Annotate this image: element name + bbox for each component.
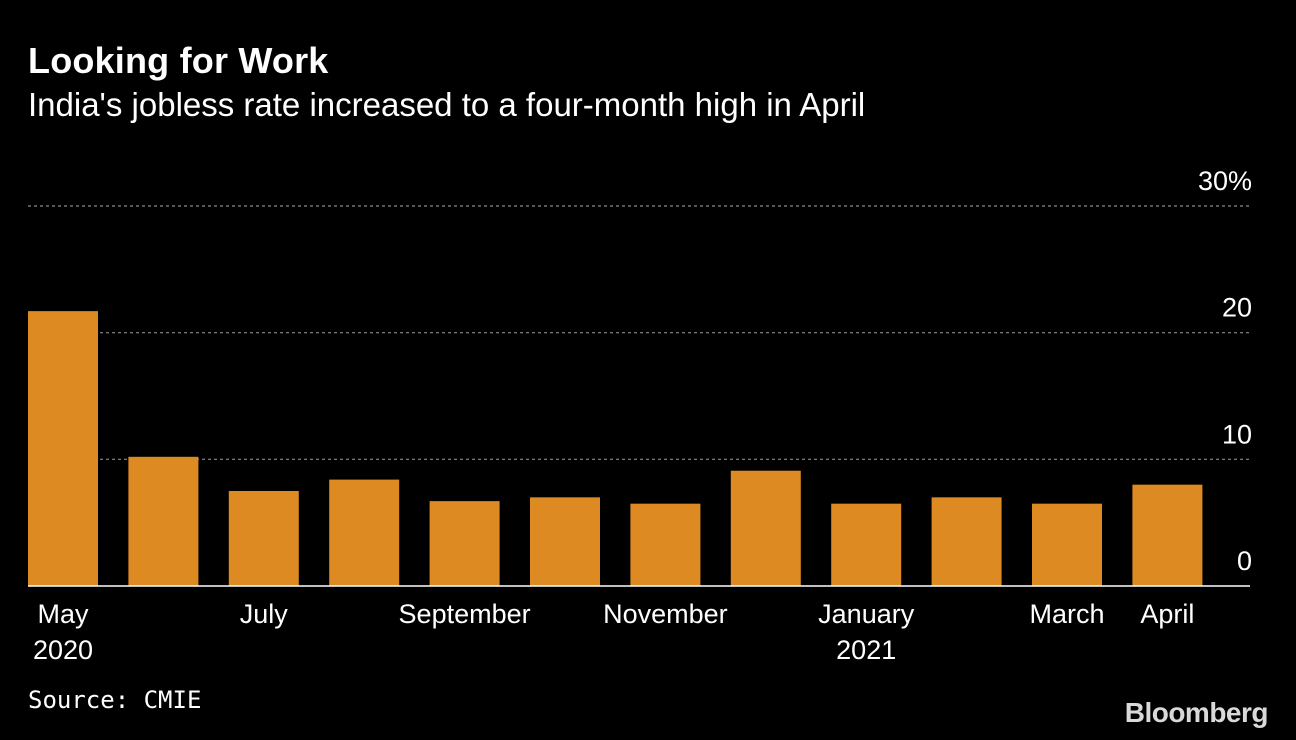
gridlines (28, 205, 1250, 460)
bar (831, 503, 902, 586)
x-tick-label: January (818, 599, 915, 629)
x-tick-label: November (603, 599, 728, 629)
bars (28, 311, 1203, 586)
bar (1132, 484, 1203, 586)
x-tick-label: September (399, 599, 531, 629)
bar (630, 503, 701, 586)
source-note: Source: CMIE (28, 686, 202, 714)
bar (931, 497, 1002, 586)
bloomberg-logo: Bloomberg (1124, 697, 1269, 728)
chart-subtitle: India's jobless rate increased to a four… (28, 86, 866, 123)
bar (228, 491, 299, 586)
x-tick-label: May (37, 599, 89, 629)
y-axis-ticks: 0 10 20 30% (1198, 166, 1252, 576)
chart-title: Looking for Work (28, 40, 329, 81)
bar (429, 501, 500, 586)
x-tick-label: March (1029, 599, 1104, 629)
bar (530, 497, 600, 586)
y-tick-label: 30% (1198, 166, 1252, 196)
x-tick-year-label: 2020 (33, 635, 93, 665)
x-tick-label: April (1140, 599, 1194, 629)
y-tick-label: 0 (1237, 546, 1252, 576)
x-tick-label: July (240, 599, 289, 629)
bar (1032, 503, 1102, 586)
y-tick-label: 20 (1222, 293, 1252, 323)
bar (730, 470, 801, 586)
x-axis-ticks: May 2020 July September November January 2021 M… (33, 599, 1194, 665)
x-tick-year-label: 2021 (836, 635, 896, 665)
bar (28, 311, 98, 586)
bar (329, 479, 400, 586)
y-tick-label: 10 (1222, 419, 1252, 449)
bar (128, 456, 199, 586)
